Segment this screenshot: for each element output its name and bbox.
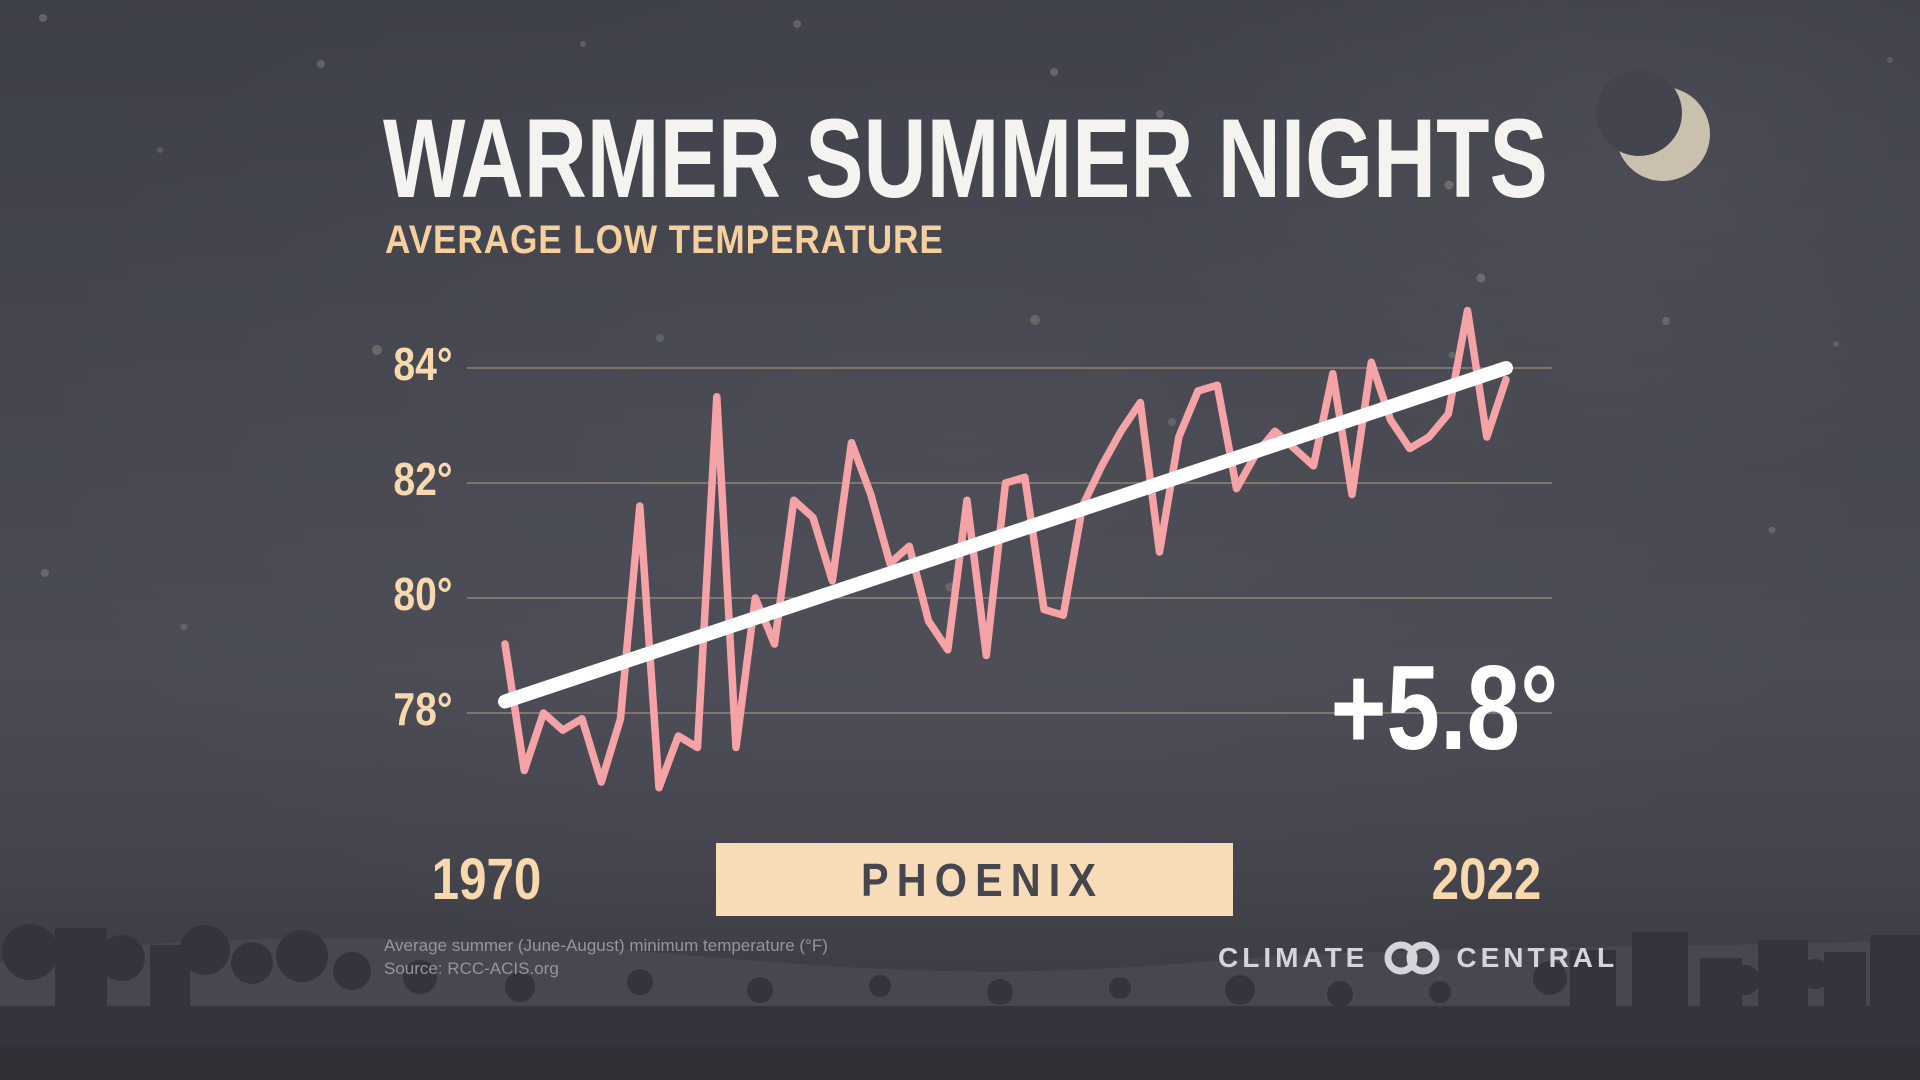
page-subtitle: AVERAGE LOW TEMPERATURE bbox=[385, 218, 944, 262]
x-axis-label-start: 1970 bbox=[432, 847, 542, 912]
logo-text-climate: CLIMATE bbox=[1218, 942, 1369, 973]
crescent-moon-icon bbox=[1596, 70, 1710, 181]
trend-line bbox=[498, 361, 1513, 709]
interlocking-circles-icon bbox=[1384, 941, 1440, 975]
footnote: Average summer (June-August) minimum tem… bbox=[384, 934, 828, 980]
y-axis-tick-label: 84° bbox=[393, 338, 453, 390]
temperature-series-line bbox=[501, 306, 1510, 792]
y-axis-tick-label: 78° bbox=[393, 683, 453, 735]
location-label: PHOENIX bbox=[861, 853, 1105, 906]
footnote-line1: Average summer (June-August) minimum tem… bbox=[384, 936, 828, 955]
trend-change-label: +5.8° bbox=[1330, 641, 1559, 775]
page-title: WARMER SUMMER NIGHTS bbox=[383, 96, 1548, 221]
location-badge: PHOENIX bbox=[716, 843, 1233, 916]
x-axis-label-end: 2022 bbox=[1432, 847, 1542, 912]
skyline-silhouette bbox=[0, 924, 1920, 1080]
y-axis-tick-label: 80° bbox=[393, 568, 453, 620]
climate-central-logo: CLIMATE CENTRAL bbox=[1218, 940, 1618, 976]
footnote-line2: Source: RCC-ACIS.org bbox=[384, 959, 559, 978]
y-axis-tick-label: 82° bbox=[393, 453, 453, 505]
stars bbox=[39, 14, 1893, 631]
logo-text-central: CENTRAL bbox=[1456, 942, 1619, 973]
